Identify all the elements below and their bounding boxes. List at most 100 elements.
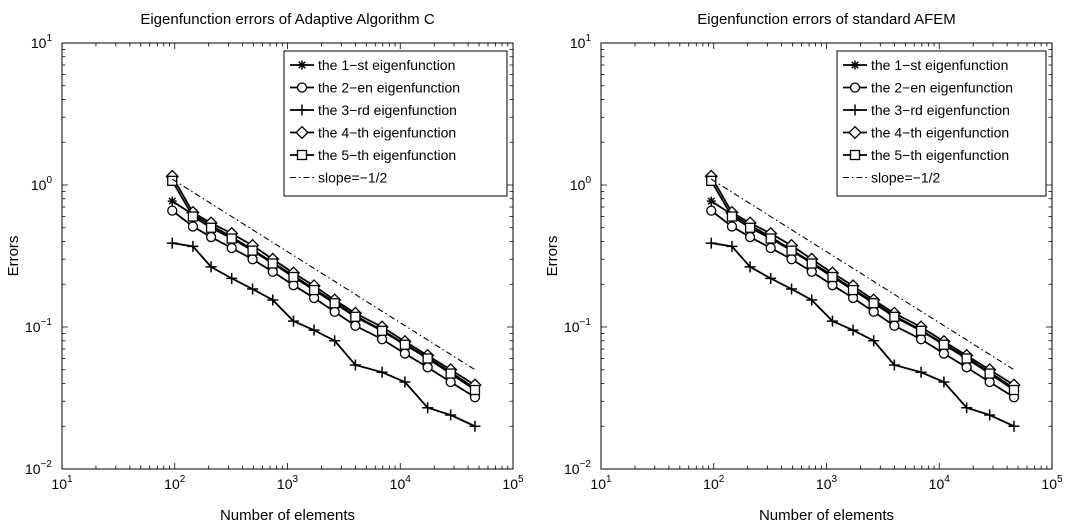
data-point: [187, 211, 199, 222]
legend-marker-1: [297, 60, 307, 70]
data-point: [1008, 420, 1020, 432]
data-point: [287, 315, 299, 327]
data-point: [765, 242, 776, 254]
data-point: [187, 240, 199, 252]
data-point: [247, 245, 258, 256]
x-tick-label-2: 103: [816, 474, 838, 492]
legend-marker-4: [848, 125, 862, 140]
data-point: [961, 353, 972, 364]
data-point: [915, 334, 927, 345]
data-point: [226, 242, 237, 254]
data-point: [329, 335, 341, 347]
data-point: [806, 258, 817, 269]
data-point: [350, 311, 361, 322]
x-tick-label-4: 105: [1041, 474, 1063, 492]
data-point: [469, 420, 481, 432]
data-point: [984, 376, 995, 388]
x-axis-label: Number of elements: [220, 507, 355, 524]
y-tick-label-1: 10−1: [25, 317, 52, 335]
legend-label-3: the 3−rd eigenfunction: [871, 102, 1010, 118]
x-tick-label-2: 103: [277, 474, 299, 492]
data-point: [744, 231, 756, 243]
axis-ticks: [600, 43, 1052, 470]
legend-label-3: the 3−rd eigenfunction: [318, 102, 457, 118]
data-point: [376, 325, 388, 336]
y-tick-label-2: 100: [570, 175, 592, 193]
x-tick-label-1: 102: [703, 474, 725, 492]
data-point: [1008, 384, 1020, 396]
data-point: [445, 409, 457, 421]
data-point: [308, 284, 320, 296]
data-point: [961, 362, 972, 373]
data-point: [422, 353, 433, 364]
data-point: [938, 339, 950, 350]
data-point: [376, 334, 388, 345]
legend-label-1: the 1−st eigenfunction: [318, 57, 455, 73]
data-point: [827, 271, 838, 283]
legend-label-1: the 1−st eigenfunction: [871, 57, 1008, 73]
data-point: [706, 175, 717, 186]
data-point: [329, 298, 340, 309]
legend-label-4: the 4−th eigenfunction: [871, 125, 1009, 141]
data-point: [205, 261, 217, 273]
x-tick-label-3: 104: [929, 474, 951, 492]
data-point: [167, 196, 177, 206]
data-point: [706, 205, 717, 216]
data-point: [726, 240, 738, 252]
data-point: [399, 339, 411, 350]
data-point: [984, 368, 995, 379]
data-point: [705, 237, 717, 249]
data-point: [167, 175, 178, 186]
chart-title: Eigenfunction errors of standard AFEM: [697, 11, 955, 28]
y-tick-label-0: 10−2: [25, 459, 52, 477]
data-point: [706, 196, 716, 206]
data-point: [267, 294, 279, 306]
legend-label-2: the 2−en eigenfunction: [871, 80, 1013, 96]
legend-label-5: the 5−th eigenfunction: [871, 147, 1009, 163]
data-point: [806, 294, 818, 306]
data-point: [726, 221, 738, 232]
data-point: [847, 284, 859, 296]
data-point: [938, 376, 950, 388]
chart-title: Eigenfunction errors of Adaptive Algorit…: [140, 11, 434, 28]
y-tick-label-2: 100: [31, 175, 53, 193]
chart-panel-2: Eigenfunction errors of standard AFEM Num…: [544, 11, 1063, 524]
data-point: [868, 306, 879, 317]
data-point: [726, 211, 738, 222]
data-point: [308, 324, 320, 336]
series-line-6: [710, 178, 1015, 371]
y-tick-label-3: 101: [570, 33, 592, 51]
legend-label-4: the 4−th eigenfunction: [318, 125, 456, 141]
data-point: [376, 366, 388, 378]
data-point: [984, 409, 996, 421]
legend-marker-5: [296, 149, 308, 161]
x-tick-label-4: 105: [502, 474, 524, 492]
data-point: [167, 205, 178, 216]
series-5: [167, 175, 481, 396]
data-point: [915, 325, 927, 336]
legend-marker-3: [296, 104, 308, 116]
data-point: [187, 221, 199, 232]
data-point: [422, 362, 433, 373]
data-point: [399, 348, 411, 359]
data-point: [888, 359, 900, 371]
data-point: [847, 324, 859, 336]
data-point: [765, 233, 776, 244]
data-point: [786, 283, 798, 295]
series-5: [706, 175, 1020, 396]
legend-box: [283, 50, 508, 197]
data-point: [205, 231, 217, 243]
series-6: [171, 178, 476, 371]
data-point: [247, 283, 259, 295]
data-point: [399, 376, 411, 388]
y-tick-label-0: 10−2: [564, 459, 591, 477]
data-point: [744, 261, 756, 273]
data-point: [226, 233, 237, 244]
data-point: [868, 335, 880, 347]
data-point: [445, 368, 456, 379]
x-tick-label-0: 101: [51, 474, 73, 492]
data-point: [961, 402, 973, 414]
data-point: [226, 272, 238, 284]
data-point: [422, 402, 434, 414]
